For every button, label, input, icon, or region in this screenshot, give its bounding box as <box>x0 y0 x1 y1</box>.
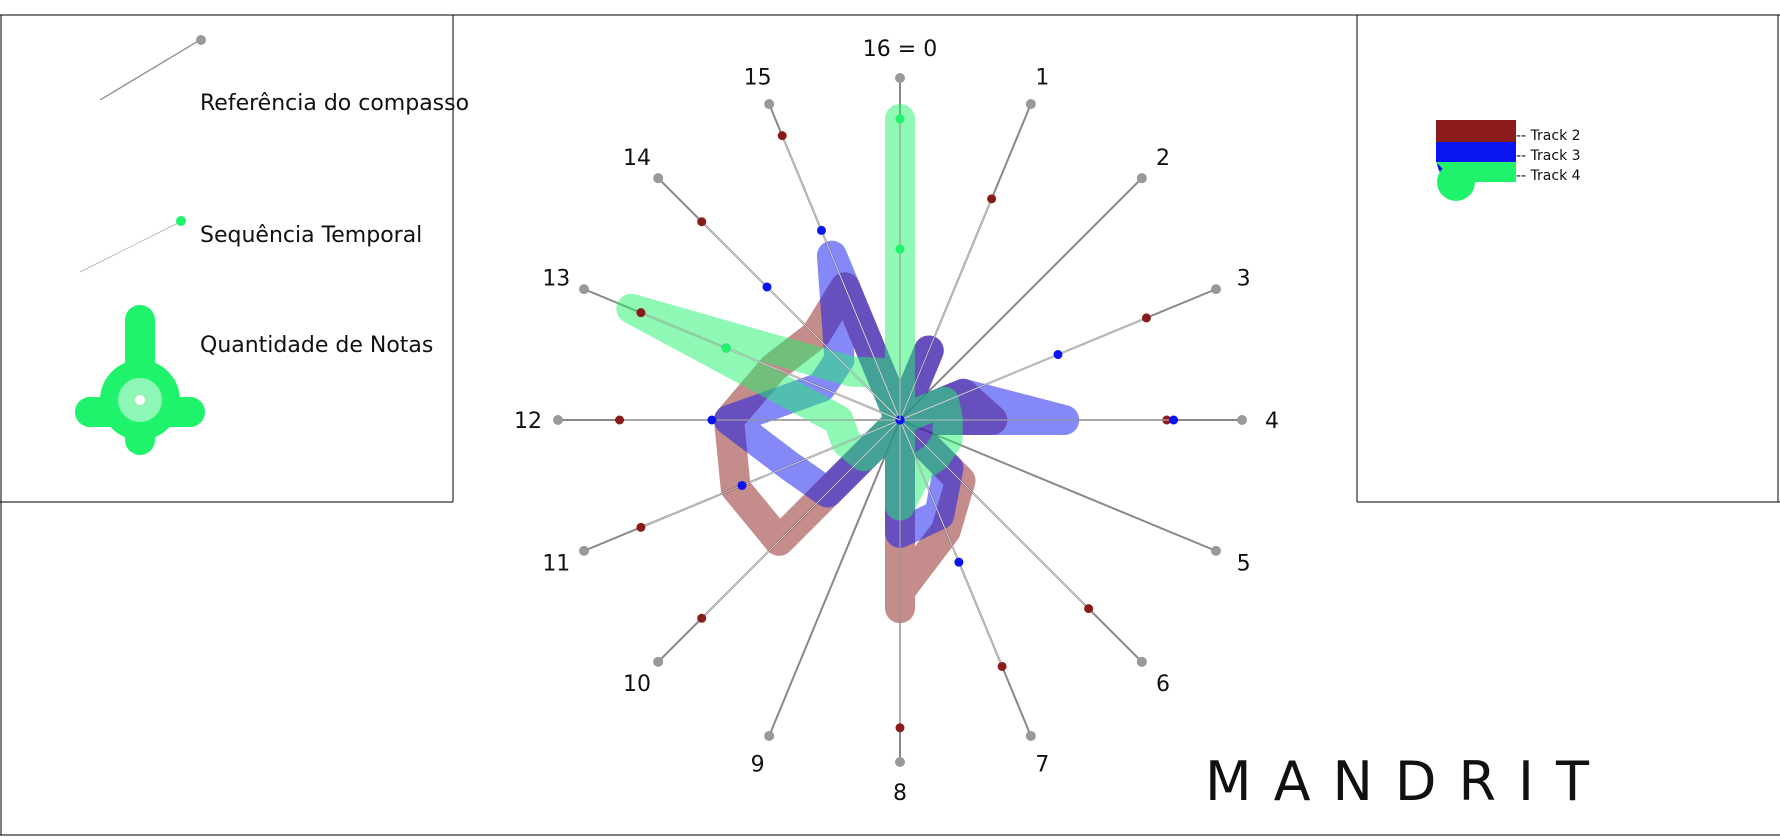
spoke-end-15 <box>764 99 775 110</box>
spoke-end-12 <box>553 415 563 425</box>
legend-panel: Referência do compasso Sequência Tempora… <box>75 35 469 455</box>
sequence-line-sample <box>79 221 181 273</box>
track-3-guide-14 <box>821 230 901 421</box>
spoke-end-5 <box>1210 545 1221 556</box>
spoke-label-14: 14 <box>623 146 651 171</box>
track-dots <box>615 114 1179 733</box>
notes-center-dot <box>135 395 145 405</box>
track-4-swatch-cap <box>1437 163 1475 201</box>
reference-legend: Referência do compasso <box>99 35 469 116</box>
track-2-dot-6 <box>997 661 1007 671</box>
spoke-end-7 <box>1025 730 1036 741</box>
spoke-label-9: 9 <box>751 753 765 778</box>
track-2-dot-5 <box>1084 604 1094 614</box>
sequence-dot-sample <box>176 216 186 226</box>
track-4-dot-1 <box>895 244 905 254</box>
track-2-guide-9 <box>701 419 901 619</box>
track-legend-track-4: -- Track 4 <box>1436 162 1581 201</box>
track-paths <box>616 104 1080 624</box>
track-3-dot-10 <box>737 480 747 490</box>
reference-label: Referência do compasso <box>200 91 469 116</box>
spoke-end-9 <box>764 730 775 741</box>
spoke-label-7: 7 <box>1035 753 1049 778</box>
spoke-9 <box>768 419 901 737</box>
spoke-2 <box>899 177 1143 421</box>
spoke-end-4 <box>1237 415 1247 425</box>
track-3-dot-6 <box>954 557 964 567</box>
spoke-end-14 <box>653 173 664 184</box>
track-3-dot-3 <box>1169 415 1179 425</box>
track-3-dot-2 <box>1053 350 1063 360</box>
spoke-label-2: 2 <box>1156 146 1170 171</box>
track-3-guide-2 <box>899 354 1059 421</box>
spoke-label-1: 1 <box>1035 65 1049 90</box>
spoke-end-0 <box>895 73 905 83</box>
track-2-dot-0 <box>987 194 997 204</box>
spoke-label-15: 15 <box>744 65 772 90</box>
track-3-dot-13 <box>762 282 772 292</box>
spoke-label-10: 10 <box>623 672 651 697</box>
track-legend: -- Track 2 -- Track 3 -- Track 4 <box>1436 120 1581 201</box>
track-2-dot-10 <box>636 522 646 532</box>
track-2-dot-14 <box>777 131 787 141</box>
spoke-label-0: 16 = 0 <box>863 37 937 62</box>
sequence-legend: Sequência Temporal <box>79 216 422 273</box>
frame-lines <box>0 14 1780 836</box>
brand-wordmark: MANDRIT <box>1205 750 1611 813</box>
spoke-end-8 <box>895 757 905 767</box>
track-4-dot-2 <box>721 343 731 353</box>
spoke-end-1 <box>1025 99 1036 110</box>
spoke-end-13 <box>579 284 590 295</box>
track-4-guide-2 <box>726 347 901 421</box>
track-2-guide-5 <box>899 419 1089 609</box>
spoke-end-2 <box>1136 173 1147 184</box>
track-2-dot-2 <box>1141 313 1151 323</box>
track-2-dot-13 <box>697 217 707 227</box>
spoke-end-3 <box>1210 284 1221 295</box>
track-2-dot-12 <box>636 308 646 318</box>
track-2-guide-0 <box>899 198 993 421</box>
spoke-label-3: 3 <box>1237 267 1251 292</box>
track-4-label: -- Track 4 <box>1516 168 1581 184</box>
track-3-guide-6 <box>899 419 960 563</box>
notes-legend: Quantidade de Notas <box>75 305 433 455</box>
reference-dot-sample <box>196 35 206 45</box>
spoke-end-11 <box>579 545 590 556</box>
spoke-end-6 <box>1136 656 1147 667</box>
track-2-dot-11 <box>615 415 625 425</box>
spoke-label-8: 8 <box>893 781 907 806</box>
spoke-end-10 <box>653 656 664 667</box>
track-4-dot-0 <box>895 114 905 124</box>
track-2-dot-7 <box>895 723 905 733</box>
track-3-dot-14 <box>816 225 826 235</box>
spoke-label-5: 5 <box>1237 551 1251 576</box>
notes-label: Quantidade de Notas <box>200 333 433 358</box>
spoke-label-13: 13 <box>542 267 570 292</box>
spoke-label-12: 12 <box>514 409 542 434</box>
spoke-label-6: 6 <box>1156 672 1170 697</box>
track-2-label: -- Track 2 <box>1516 128 1581 144</box>
spoke-label-4: 4 <box>1265 409 1279 434</box>
spoke-label-11: 11 <box>542 551 570 576</box>
sequence-label: Sequência Temporal <box>200 223 422 248</box>
track-3-label: -- Track 3 <box>1516 148 1581 164</box>
track-3-dot-11 <box>707 415 717 425</box>
track-3-guide-10 <box>741 419 901 486</box>
track-2-dot-9 <box>697 613 707 623</box>
track-3-guide-13 <box>766 286 901 421</box>
reference-line-sample <box>99 39 201 101</box>
